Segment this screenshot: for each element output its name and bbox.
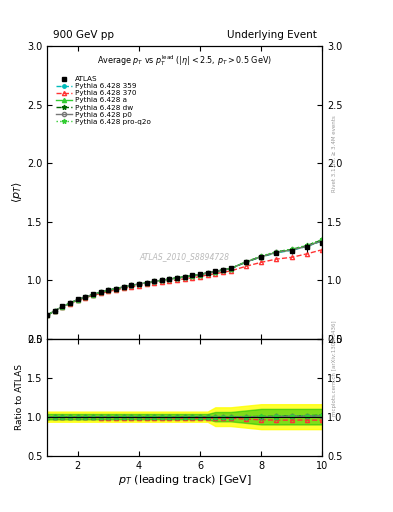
Y-axis label: $\langle p_T \rangle$: $\langle p_T \rangle$ (10, 181, 24, 203)
Legend: ATLAS, Pythia 6.428 359, Pythia 6.428 370, Pythia 6.428 a, Pythia 6.428 dw, Pyth: ATLAS, Pythia 6.428 359, Pythia 6.428 37… (53, 73, 154, 128)
Text: Average $p_T$ vs $p_T^{\rm lead}$ ($|\eta| < 2.5$, $p_T > 0.5$ GeV): Average $p_T$ vs $p_T^{\rm lead}$ ($|\et… (97, 53, 272, 68)
Text: ATLAS_2010_S8894728: ATLAS_2010_S8894728 (140, 252, 230, 261)
Text: mcplots.cern.ch [arXiv:1306.3436]: mcplots.cern.ch [arXiv:1306.3436] (332, 321, 337, 416)
Text: Rivet 3.1.10, ≥ 3.4M events: Rivet 3.1.10, ≥ 3.4M events (332, 115, 337, 192)
X-axis label: $p_T$ (leading track) [GeV]: $p_T$ (leading track) [GeV] (118, 473, 252, 487)
Y-axis label: Ratio to ATLAS: Ratio to ATLAS (15, 364, 24, 430)
Text: Underlying Event: Underlying Event (227, 30, 317, 40)
Text: 900 GeV pp: 900 GeV pp (53, 30, 114, 40)
